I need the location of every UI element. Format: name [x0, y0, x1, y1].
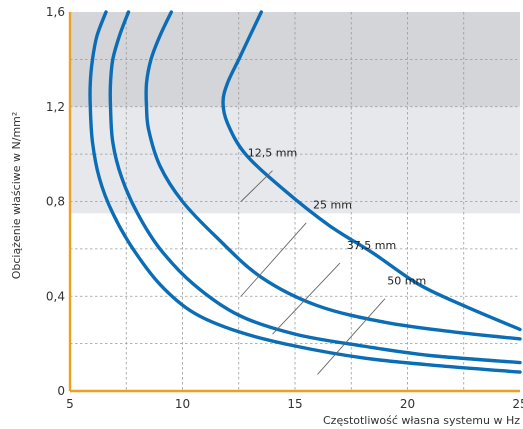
- y-tick-labels: 0 0,4 0,8 1,2 1,6: [46, 5, 65, 398]
- y-tick-label: 0: [57, 384, 65, 398]
- x-tick-label: 10: [175, 397, 190, 411]
- y-axis-label: Obciążenie właściwe w N/mm²: [10, 112, 23, 280]
- series-label-25-mm: 25 mm: [313, 199, 352, 212]
- x-axis-label: Częstotliwość własna systemu w Hz: [323, 414, 520, 427]
- leader-line-37-5-mm: [272, 262, 341, 335]
- label-leaders: [240, 170, 386, 375]
- leader-line-50-mm: [317, 298, 386, 375]
- series-label-50-mm: 50 mm: [387, 274, 426, 287]
- axes: [68, 12, 520, 393]
- leader-line-25-mm: [240, 222, 307, 297]
- x-tick-label: 20: [400, 397, 415, 411]
- x-tick-label: 15: [287, 397, 302, 411]
- series-curves: [88, 10, 522, 374]
- y-tick-label: 0,8: [46, 195, 65, 209]
- series-label-37-5-mm: 37,5 mm: [347, 239, 396, 252]
- series-line-25-mm: [144, 10, 522, 341]
- series-label-12-5-mm: 12,5 mm: [248, 146, 297, 159]
- series-line-50-mm: [88, 10, 522, 374]
- y-tick-label: 1,2: [46, 100, 65, 114]
- series-line-37-5-mm: [108, 10, 522, 365]
- y-tick-label: 0,4: [46, 289, 65, 303]
- leader-line-12-5-mm: [240, 170, 273, 202]
- y-tick-label: 1,6: [46, 5, 65, 19]
- band-light: [70, 106, 520, 214]
- x-tick-labels: 5 10 15 20 25: [66, 397, 523, 411]
- series-line-12-5-mm: [221, 10, 522, 332]
- series-labels: 12,5 mm 25 mm 37,5 mm 50 mm: [248, 146, 426, 287]
- x-tick-label: 5: [66, 397, 74, 411]
- x-tick-label: 25: [512, 397, 523, 411]
